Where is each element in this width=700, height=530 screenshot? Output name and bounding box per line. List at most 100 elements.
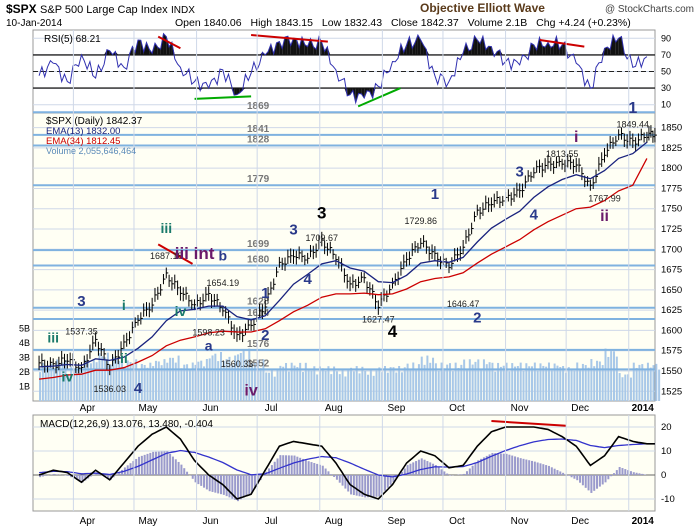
volume-bar [514, 366, 517, 401]
macd-histogram-bar [313, 462, 316, 475]
header: $SPX S&P 500 Large Cap Index INDX Object… [6, 1, 694, 29]
volume-bar [581, 363, 584, 401]
volume-bar [287, 371, 290, 401]
macd-histogram-bar [338, 475, 341, 483]
volume-bar [285, 362, 288, 401]
ema34-legend: EMA(34) 1812.45 [46, 136, 120, 147]
macd-histogram-bar [598, 475, 601, 487]
rsi-divergence-line [357, 87, 401, 108]
macd-histogram-bar [143, 454, 146, 475]
macd-histogram-bar [279, 455, 282, 475]
volume-bar [550, 370, 553, 401]
month-tick-label: May [139, 516, 158, 527]
rsi-overbought-fill [169, 42, 172, 55]
volume-bar [104, 357, 107, 401]
volume-bar [386, 372, 389, 401]
volume-bar [61, 362, 64, 401]
volume-bar [143, 365, 146, 401]
volume-bar [115, 359, 118, 401]
month-tick-label: 2014 [632, 516, 655, 527]
macd-histogram-bar [392, 475, 395, 482]
volume-bar [270, 370, 273, 401]
price-tick-label: 1800 [661, 163, 682, 174]
rsi-overbought-fill [126, 54, 130, 55]
price-label: 1849.44 [617, 120, 650, 130]
volume-bar [601, 365, 604, 401]
macd-histogram-bar [432, 463, 435, 475]
volume-bar [440, 362, 443, 401]
rsi-overbought-fill [287, 36, 291, 55]
rsi-overbought-fill [477, 39, 481, 55]
volume-bar [214, 353, 217, 401]
macd-histogram-bar [333, 475, 336, 477]
volume-bar [502, 365, 505, 401]
volume-bar [398, 366, 401, 401]
rsi-oversold-fill [347, 88, 351, 96]
rsi-tick-label: 50 [661, 67, 671, 77]
rsi-overbought-fill [474, 35, 478, 55]
macd-histogram-bar [514, 456, 517, 475]
volume-bar [67, 374, 70, 401]
macd-histogram-bar [262, 475, 265, 476]
macd-histogram-bar [607, 475, 610, 480]
volume-bar [248, 348, 251, 401]
macd-histogram-bar [231, 475, 234, 499]
volume-bar [256, 359, 259, 401]
macd-histogram-bar [449, 475, 452, 476]
rsi-overbought-fill [531, 43, 534, 55]
wave-label: ii [120, 350, 128, 366]
volume-bar [539, 363, 542, 401]
annotation-layer: 1537.35 1536.03 1687.18 1654.19 1598.23 1560.… [47, 100, 649, 399]
volume-bar [279, 365, 282, 401]
macd-histogram-bar [352, 475, 355, 496]
ema13-line [39, 141, 648, 368]
macd-histogram-bar [553, 468, 556, 475]
volume-bar [406, 363, 409, 401]
macd-histogram-bar [41, 475, 44, 477]
volume-bar [350, 367, 353, 401]
rsi-tick-label: 30 [661, 83, 671, 93]
volume-bar [570, 368, 573, 401]
macd-histogram-bar [330, 474, 333, 475]
macd-histogram-bar [477, 460, 480, 475]
macd-histogram-bar [293, 455, 296, 475]
macd-histogram-bar [253, 475, 256, 489]
price-tick-label: 1750 [661, 204, 682, 215]
volume-bar [310, 370, 313, 401]
macd-histogram-bar [67, 475, 70, 476]
volume-bar [449, 363, 452, 401]
macd-line [38, 426, 655, 500]
volume-bar [485, 364, 488, 401]
rsi-layer: 10 30 50 70 90 [33, 32, 671, 110]
macd-histogram-bar [420, 458, 423, 475]
macd-histogram-bar [415, 461, 418, 475]
volume-bar [556, 365, 559, 401]
volume-bar [579, 369, 582, 401]
macd-histogram-bar [446, 473, 449, 475]
volume-bar [471, 364, 474, 401]
macd-histogram-bar [234, 475, 237, 500]
macd-histogram-bar [149, 452, 152, 475]
macd-histogram-bar [519, 458, 522, 475]
volume-bar [333, 366, 336, 401]
wave-label: i [574, 129, 578, 146]
price-level-label: 1628 [247, 297, 270, 308]
macd-histogram-bar [429, 462, 432, 475]
volume-bar [251, 363, 254, 401]
rsi-oversold-fill [361, 88, 365, 99]
price-level-label: 1869 [247, 101, 270, 112]
wave-label: i [122, 297, 126, 313]
volume-bar [316, 374, 319, 401]
macd-histogram-bar [214, 475, 217, 493]
ema34-line [39, 158, 648, 380]
macd-histogram-bar [386, 475, 389, 488]
macd-histogram-bar [443, 471, 446, 475]
price-tick-label: 1700 [661, 244, 682, 255]
macd-histogram-bar [89, 475, 92, 477]
rsi-overbought-fill [304, 44, 308, 55]
ema13-legend: EMA(13) 1832.00 [46, 126, 120, 137]
volume-bar [273, 376, 276, 401]
macd-histogram-bar [590, 475, 593, 493]
macd-histogram-bar [581, 475, 584, 486]
